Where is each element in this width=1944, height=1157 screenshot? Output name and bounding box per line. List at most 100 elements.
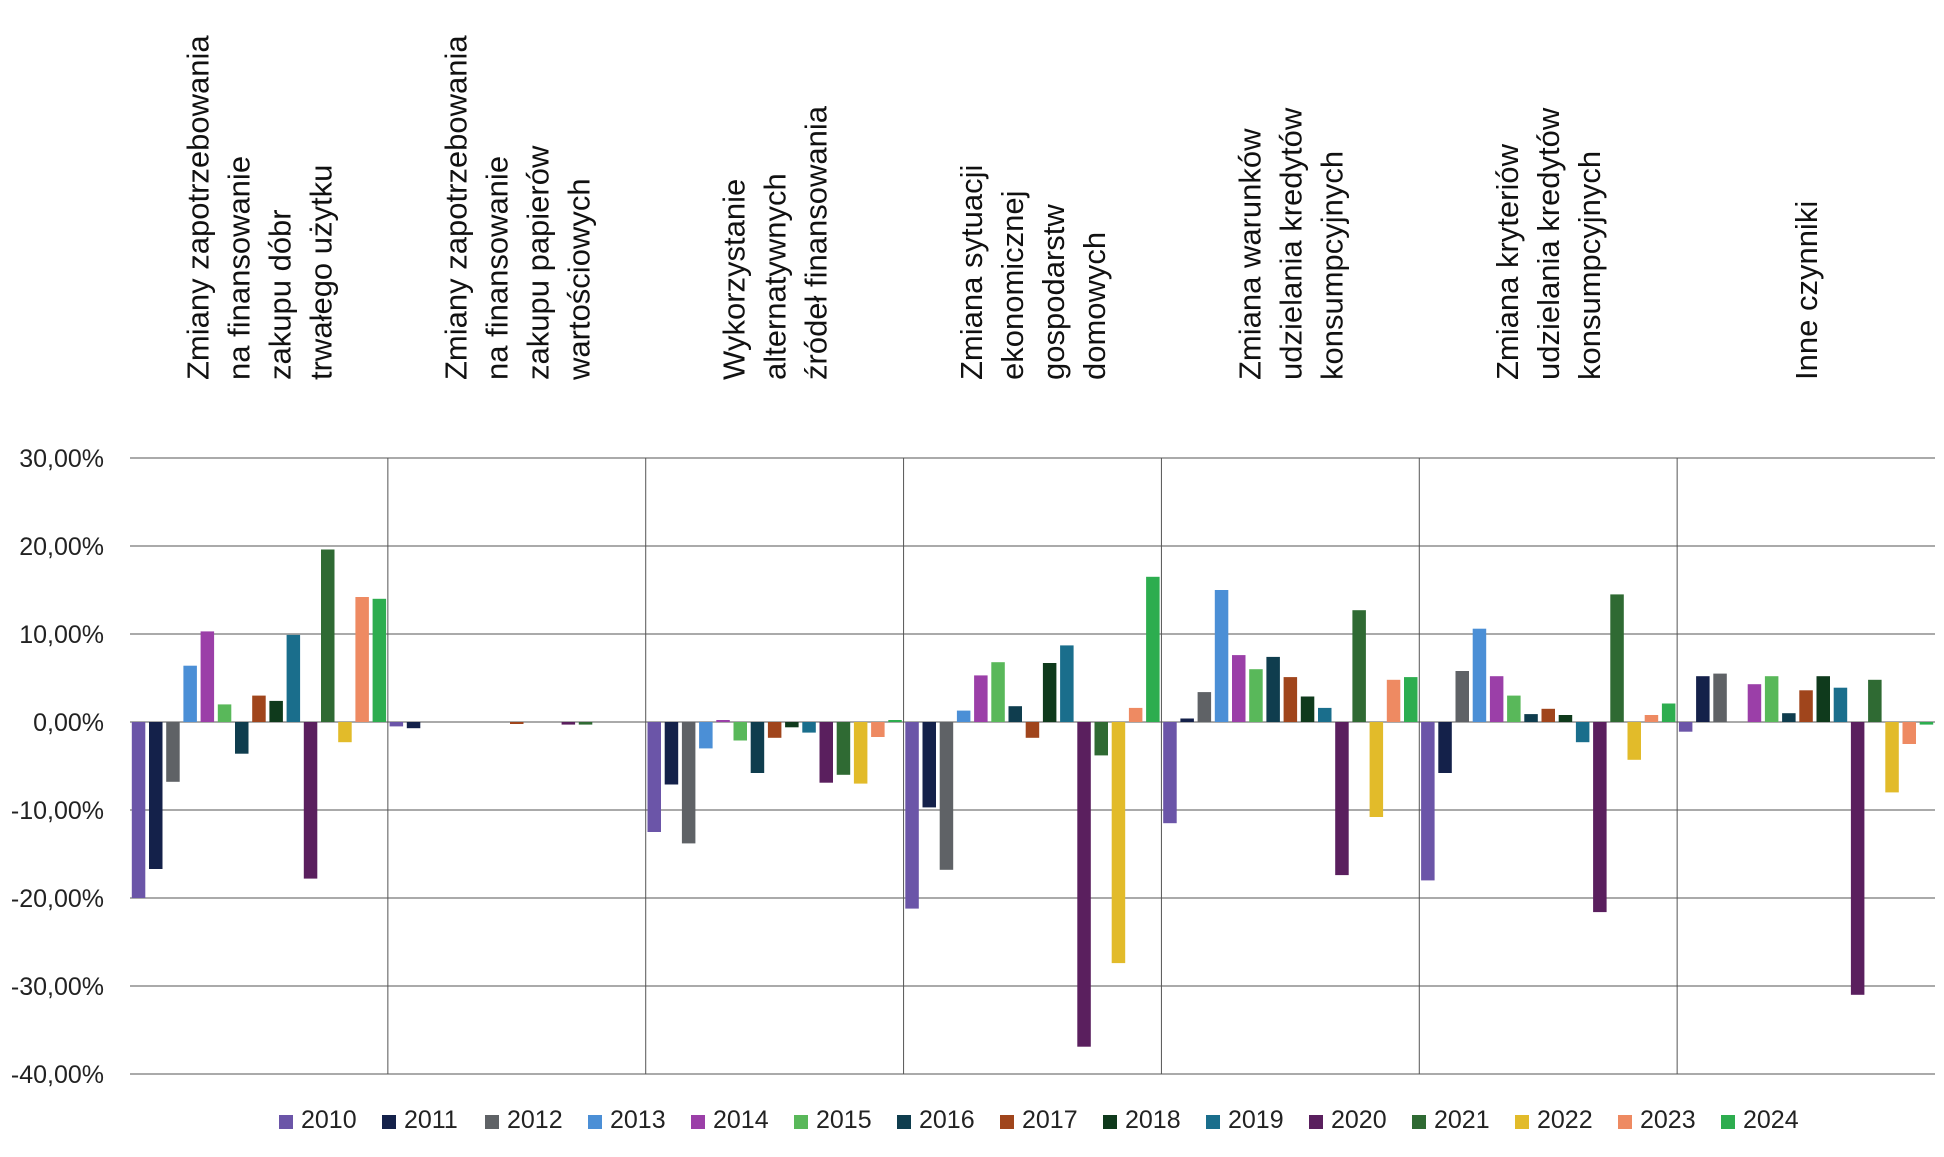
bar: 2020: -17.4 xyxy=(1335,722,1349,876)
bar: 2023: 14.2 xyxy=(355,597,369,722)
bar: 2016: 1.8 xyxy=(1008,706,1022,722)
legend-label: 2021 xyxy=(1434,1106,1490,1134)
series-2015: 2015: 22015: 02015: -2.12015: 6.82015: 6… xyxy=(217,662,1779,741)
bar: 2024: 2.1 xyxy=(1661,703,1676,722)
legend-label: 2024 xyxy=(1743,1106,1799,1134)
series-2018: 2018: 2.42018: 02018: -0.62018: 6.72018:… xyxy=(269,663,1830,728)
category-label-line: na finansowanie xyxy=(479,156,514,380)
bar: 2013: 1.3 xyxy=(956,710,971,722)
bar: 2017: -0.2 xyxy=(510,722,524,724)
y-tick-label: 0,00% xyxy=(33,709,104,737)
legend-item-2016: 2016 xyxy=(897,1106,975,1134)
bar: 2017: -1.8 xyxy=(1025,722,1040,738)
bar: 2014: 0.2 xyxy=(716,720,730,722)
category-label-line: Wykorzystanie xyxy=(717,179,752,380)
bar: 2024: 0.2 xyxy=(888,720,902,722)
bar: 2016: 0.9 xyxy=(1524,714,1538,722)
series-2017: 2017: 32017: -0.22017: -1.82017: -1.8201… xyxy=(252,677,1813,738)
category-label: Inne czynniki xyxy=(1789,201,1824,380)
legend-item-2014: 2014 xyxy=(691,1106,769,1134)
bar: 2011: -0.7 xyxy=(406,722,421,729)
bar: 2012: 5.5 xyxy=(1713,673,1727,722)
legend: 2010 2011 2012 2013 2014 2015 2016 2017 2018 2019… xyxy=(279,1106,1799,1134)
bar: 2022: -10.8 xyxy=(1369,722,1384,817)
category-label-line: gospodarstw xyxy=(1036,204,1071,380)
bar: 2016: 1 xyxy=(1782,713,1796,722)
bar: 2021: -6 xyxy=(836,722,851,775)
legend-item-2019: 2019 xyxy=(1206,1106,1284,1134)
y-tick-label: 30,00% xyxy=(19,445,104,473)
series-2024: 2024: 142024: 02024: 0.22024: 16.52024: … xyxy=(372,576,1934,725)
bar: 2011: 5.2 xyxy=(1696,676,1710,722)
legend-swatch xyxy=(382,1115,396,1129)
bar: 2017: 3 xyxy=(252,695,266,722)
category-label-line: udzielania kredytów xyxy=(1273,107,1308,380)
category-label-line: Zmiana kryteriów xyxy=(1490,143,1525,380)
bar: 2023: 1.6 xyxy=(1128,707,1143,722)
bar: 2022: -2.3 xyxy=(338,722,352,743)
bar: 2011: -7.1 xyxy=(664,722,679,785)
category-label-line: Zmiana warunków xyxy=(1232,128,1267,380)
category-label-line: trwałego użytku xyxy=(303,165,338,380)
bar: 2024: -0.3 xyxy=(1919,722,1934,725)
y-tick-label: -40,00% xyxy=(11,1061,104,1089)
legend-swatch xyxy=(691,1115,705,1129)
bar: 2023: 0.8 xyxy=(1644,715,1659,722)
legend-item-2020: 2020 xyxy=(1309,1106,1387,1134)
series-2011: 2011: -16.7 2011: -0.7 2011: -7.1 2011: -9.… xyxy=(149,676,1710,869)
legend-label: 2011 xyxy=(404,1106,458,1134)
bar: 2014: 10.3 xyxy=(200,631,215,722)
legend-item-2021: 2021 xyxy=(1412,1106,1490,1134)
legend-swatch xyxy=(794,1115,808,1129)
legend-swatch xyxy=(1309,1115,1323,1129)
bar: 2010: -21.2 xyxy=(905,722,919,909)
category-label-line: konsumpcyjnych xyxy=(1314,151,1349,380)
bar: 2019: -2.3 xyxy=(1575,722,1590,743)
bar: 2012: -6.8 xyxy=(166,722,180,782)
bar: 2015: 6 xyxy=(1249,669,1263,722)
bar: 2015: 2 xyxy=(217,704,232,722)
category-label-line: udzielania kredytów xyxy=(1531,107,1566,380)
bar: 2017: 1.5 xyxy=(1541,708,1555,722)
bar: 2015: 3 xyxy=(1507,695,1521,722)
legend-item-2017: 2017 xyxy=(1000,1106,1078,1134)
bar: 2024: 5.1 xyxy=(1404,677,1418,722)
bar: 2013: 10.6 xyxy=(1472,628,1487,722)
bar: 2024: 16.5 xyxy=(1146,576,1160,722)
bar: 2021: 19.6 xyxy=(321,549,335,722)
bar: 2023: -2.5 xyxy=(1902,722,1916,744)
bar: 2022: -27.4 xyxy=(1111,722,1126,964)
bar: 2014: 7.6 xyxy=(1232,655,1246,722)
bar: 2015: -2.1 xyxy=(733,722,747,741)
gridlines xyxy=(130,457,1935,1075)
legend-label: 2022 xyxy=(1537,1106,1593,1134)
bar: 2010: -11.5 xyxy=(1163,722,1177,824)
bar: 2019: 3.9 xyxy=(1833,687,1848,722)
bar: 2018: -0.6 xyxy=(785,722,799,728)
y-tick-label: -10,00% xyxy=(11,797,104,825)
legend-item-2015: 2015 xyxy=(794,1106,872,1134)
bar: 2015: 6.8 xyxy=(991,662,1005,722)
bar: 2018: 0.8 xyxy=(1558,715,1573,722)
bar: 2010: -12.5 xyxy=(647,722,661,832)
bar: 2015: 5.2 xyxy=(1764,676,1779,722)
legend-swatch xyxy=(1721,1115,1735,1129)
category-label: Zmiana warunków udzielania kredytów konsum… xyxy=(1232,107,1349,380)
bar: 2021: -0.3 xyxy=(578,722,593,725)
legend-label: 2012 xyxy=(507,1106,563,1134)
bar: 2014: 4.3 xyxy=(1747,684,1762,722)
legend-swatch xyxy=(485,1115,499,1129)
category-label-line: Zmiana sytuacji xyxy=(954,165,989,380)
category-label: Zmiana kryteriów udzielania kredytów konsu… xyxy=(1490,107,1607,380)
bar: 2010: -1.1 xyxy=(1678,722,1693,732)
bar: 2013: -3 xyxy=(699,722,713,749)
category-label: Zmiany zapotrzebowania na finansowanie zak… xyxy=(438,35,596,381)
category-label-line: Zmiany zapotrzebowania xyxy=(438,35,473,380)
legend-swatch xyxy=(1515,1115,1529,1129)
bar: 2014: 5.3 xyxy=(974,675,988,722)
bar: 2018: 5.2 xyxy=(1816,676,1830,722)
bar: 2014: 5.2 xyxy=(1489,676,1504,722)
